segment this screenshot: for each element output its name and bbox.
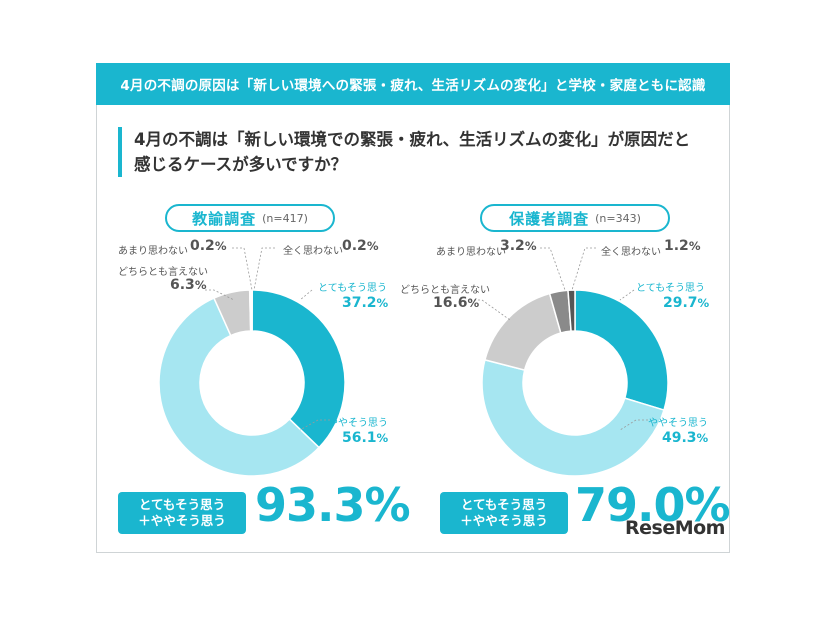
- teacher-label-strongly: とてもそう思う: [318, 283, 387, 294]
- leader-line: [571, 247, 596, 291]
- teacher-label-somewhat: ややそう思う: [328, 418, 388, 429]
- teacher-value-somewhat: 56.1%: [342, 430, 389, 446]
- parent-label-somewhat: ややそう思う: [648, 418, 708, 429]
- teacher-label-rarely: あまり思わない: [118, 246, 188, 257]
- parent-value-rarely: 3.2%: [500, 238, 537, 254]
- teacher-value-rarely: 0.2%: [190, 238, 227, 254]
- parent-label-strongly: とてもそう思う: [636, 283, 705, 294]
- parent-value-somewhat: 49.3%: [662, 430, 709, 446]
- teacher-summary-label: とてもそう思う ＋ややそう思う: [118, 492, 246, 534]
- donut-slice: [250, 289, 254, 332]
- question-text: 4月の不調は「新しい環境での緊張・疲れ、生活リズムの変化」が原因だと 感じるケー…: [118, 127, 734, 177]
- parent-survey-pill: 保護者調査 (n=343): [480, 204, 670, 232]
- parent-survey-title: 保護者調査: [509, 209, 590, 228]
- donut-slice: [481, 358, 665, 477]
- parent-summary-value: 79.0%: [575, 478, 731, 532]
- teacher-summary-line-2: ＋ややそう思う: [138, 513, 226, 528]
- teacher-label-neutral: どちらとも言えない: [118, 267, 208, 278]
- question-line-2: 感じるケースが多いですか？: [134, 155, 348, 174]
- leader-line: [232, 247, 253, 291]
- teacher-survey-title: 教諭調査: [192, 209, 257, 228]
- parent-label-neutral: どちらとも言えない: [400, 285, 490, 296]
- donut-slice: [158, 297, 321, 477]
- teacher-summary-value: 93.3%: [255, 478, 411, 532]
- parent-donut: [481, 289, 669, 477]
- parent-value-neutral: 16.6%: [433, 295, 480, 311]
- teacher-value-not-at-all: 0.2%: [342, 238, 379, 254]
- leader-line: [205, 289, 235, 301]
- leader-line: [299, 419, 330, 431]
- teacher-value-neutral: 6.3%: [170, 277, 207, 293]
- teacher-label-not-at-all: 全く思わない: [283, 246, 343, 257]
- teacher-survey-n: (n=417): [262, 211, 308, 225]
- parent-summary-line-1: とてもそう思う: [460, 497, 548, 512]
- leader-line: [619, 289, 635, 301]
- donut-slice: [484, 292, 562, 371]
- donut-slice: [251, 289, 346, 449]
- question-line-1: 4月の不調は「新しい環境での緊張・疲れ、生活リズムの変化」が原因だと: [134, 130, 691, 149]
- donut-slice: [574, 289, 669, 412]
- donut-slice: [567, 289, 576, 332]
- parent-label-rarely: あまり思わない: [436, 247, 506, 258]
- leader-line: [470, 299, 511, 321]
- leader-line: [619, 419, 648, 431]
- banner-title: 4月の不調の原因は「新しい環境への緊張・疲れ、生活リズムの変化」と学校・家庭とも…: [96, 63, 730, 105]
- parent-survey-n: (n=343): [595, 211, 641, 225]
- parent-summary-label: とてもそう思う ＋ややそう思う: [440, 492, 568, 534]
- parent-label-not-at-all: 全く思わない: [601, 247, 661, 258]
- leader-line: [540, 247, 566, 291]
- teacher-value-strongly: 37.2%: [342, 295, 389, 311]
- teacher-survey-pill: 教諭調査 (n=417): [165, 204, 335, 232]
- parent-value-strongly: 29.7%: [663, 295, 710, 311]
- parent-summary-line-2: ＋ややそう思う: [460, 513, 548, 528]
- leader-line: [253, 247, 275, 291]
- teacher-summary-line-1: とてもそう思う: [138, 497, 226, 512]
- resemom-logo: ReseMom: [625, 517, 725, 539]
- leader-lines: [205, 247, 648, 431]
- leader-line: [299, 289, 313, 301]
- parent-value-not-at-all: 1.2%: [664, 238, 701, 254]
- teacher-donut: [158, 289, 346, 477]
